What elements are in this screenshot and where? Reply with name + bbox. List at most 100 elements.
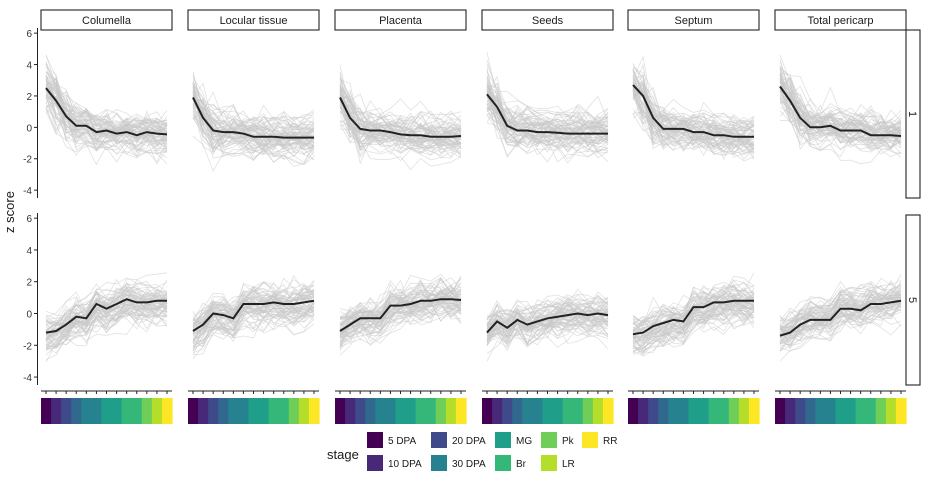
stage-color-cell	[805, 398, 816, 424]
stage-color-cell	[298, 398, 310, 424]
gene-trace	[45, 278, 168, 330]
background-traces-layer	[45, 52, 902, 363]
gene-trace	[486, 94, 609, 140]
gene-trace	[486, 309, 609, 331]
gene-trace	[486, 90, 609, 159]
stage-color-cell	[81, 398, 92, 424]
stage-color-cell	[141, 398, 153, 424]
legend-label: RR	[603, 436, 617, 447]
gene-trace	[779, 71, 902, 139]
legend-label: 20 DPA	[452, 436, 486, 447]
stage-color-cell	[738, 398, 750, 424]
stage-color-cell	[815, 398, 826, 424]
stage-color-cell	[208, 398, 219, 424]
gene-trace	[486, 96, 609, 134]
stage-color-cell	[258, 398, 270, 424]
legend-swatch	[582, 432, 598, 448]
gene-trace	[486, 96, 609, 125]
gene-trace	[192, 77, 315, 140]
gene-trace	[192, 306, 315, 345]
stage-color-cell	[71, 398, 82, 424]
legend-label: MG	[516, 436, 532, 447]
gene-trace	[339, 301, 462, 348]
stage-color-cell	[111, 398, 123, 424]
y-tick-label: 2	[26, 278, 32, 289]
gene-trace	[632, 275, 755, 323]
gene-trace	[45, 95, 168, 139]
gene-trace	[45, 96, 168, 165]
gene-trace	[192, 289, 315, 321]
y-tick-label: 4	[26, 246, 32, 257]
gene-trace	[632, 309, 755, 345]
facet-strip-3	[481, 9, 614, 31]
stage-color-cell	[121, 398, 133, 424]
gene-trace	[486, 108, 609, 153]
stage-color-cell	[825, 398, 837, 424]
mean-line-septum-row-5	[632, 299, 754, 336]
stage-color-cell	[885, 398, 897, 424]
y-tick-label: 6	[26, 214, 32, 225]
stage-color-cell	[698, 398, 710, 424]
stage-color-cell	[405, 398, 417, 424]
legend-swatch	[495, 432, 511, 448]
y-tick-label: -2	[23, 155, 32, 166]
stage-color-cell	[435, 398, 447, 424]
stage-color-cell	[415, 398, 427, 424]
y-tick-label: -2	[23, 341, 32, 352]
legend-label: Pk	[562, 436, 575, 447]
gene-trace	[339, 293, 462, 326]
gene-trace	[486, 313, 609, 347]
gene-trace	[486, 113, 609, 151]
stage-color-cell	[895, 398, 907, 424]
mean-line-columella-row-1	[45, 87, 168, 137]
stage-color-cell	[482, 398, 493, 424]
row-strip-label: 1	[906, 111, 918, 117]
gene-trace	[779, 96, 902, 155]
gene-trace	[486, 105, 609, 151]
gene-trace	[339, 273, 462, 319]
legend-swatch	[431, 432, 447, 448]
gene-trace	[339, 302, 462, 347]
gene-trace	[486, 320, 609, 343]
gene-trace	[486, 312, 609, 339]
stage-color-cell	[748, 398, 760, 424]
stage-color-cell	[151, 398, 163, 424]
gene-trace	[339, 98, 462, 149]
facet-strip-0	[40, 9, 173, 31]
gene-trace	[632, 281, 755, 324]
mean-line-placenta-row-1	[339, 97, 462, 138]
stage-color-cell	[41, 398, 52, 424]
legend-title: stage	[327, 447, 359, 462]
facet-strip-label: Locular tissue	[220, 15, 288, 27]
gene-trace	[779, 305, 902, 352]
gene-trace	[779, 287, 902, 337]
legend-swatch	[495, 455, 511, 471]
gene-trace	[632, 81, 755, 132]
legend-label: 10 DPA	[388, 459, 422, 470]
gene-trace	[779, 74, 902, 134]
gene-trace	[339, 84, 462, 137]
gene-trace	[45, 288, 168, 332]
legend-label: LR	[562, 459, 575, 470]
mean-line-seeds-row-1	[486, 93, 608, 135]
stage-color-cell	[502, 398, 513, 424]
stage-color-cell	[855, 398, 867, 424]
y-tick-label: 0	[26, 310, 32, 321]
gene-trace	[339, 86, 462, 141]
gene-trace	[45, 88, 168, 145]
legend-swatch	[541, 432, 557, 448]
gene-trace	[192, 278, 315, 320]
stage-color-cell	[592, 398, 604, 424]
stage-color-cell	[355, 398, 366, 424]
gene-trace	[192, 288, 315, 324]
facet-strip-label: Septum	[675, 15, 713, 27]
gene-trace	[632, 301, 755, 353]
facet-strip-1	[187, 9, 320, 31]
stage-color-cell	[425, 398, 437, 424]
stage-color-cell	[131, 398, 143, 424]
gene-trace	[339, 93, 462, 130]
gene-trace	[45, 108, 168, 165]
gene-trace	[632, 304, 755, 348]
gene-trace	[339, 284, 462, 335]
stage-color-cell	[365, 398, 376, 424]
